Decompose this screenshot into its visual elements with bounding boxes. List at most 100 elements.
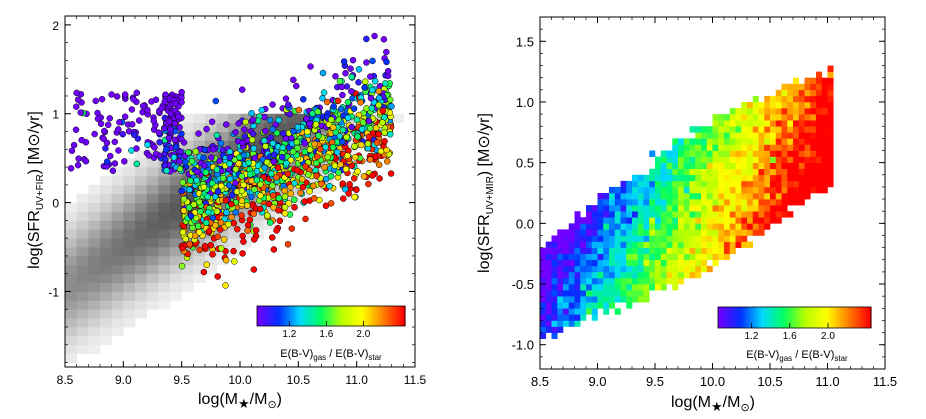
right-colorbar-segment: [761, 307, 765, 328]
left-scatter-point: [249, 116, 257, 124]
right-heatmap-cell: [614, 193, 621, 200]
left-scatter-point: [365, 117, 373, 125]
left-scatter-point: [269, 140, 277, 147]
right-heatmap-cell: [781, 211, 788, 218]
right-heatmap-cell: [775, 150, 782, 157]
left-colorbar-segment: [375, 306, 379, 326]
left-y-axis-label: log(SFRUV+FIR) [M⊙/yr]: [26, 111, 46, 269]
left-scatter-point: [363, 35, 370, 43]
left-density-cell: [216, 255, 229, 266]
left-scatter-point: [289, 148, 297, 155]
right-heatmap-cell: [568, 271, 575, 279]
left-density-cell: [111, 238, 124, 248]
right-heatmap-cell: [775, 156, 782, 163]
right-heatmap-cell: [557, 314, 564, 321]
left-density-cell: [205, 255, 218, 266]
right-heatmap-cell: [586, 235, 593, 242]
right-heatmap-cell: [758, 193, 765, 200]
right-heatmap-cell: [551, 302, 558, 309]
right-heatmap-cell: [614, 296, 621, 303]
right-heatmap-cell: [563, 271, 570, 279]
right-heatmap-cell: [603, 296, 610, 303]
left-scatter-point: [324, 153, 332, 161]
right-heatmap-cell: [764, 132, 771, 139]
right-heatmap-cell: [632, 199, 639, 206]
right-heatmap-cell: [804, 186, 811, 194]
right-heatmap-cell: [586, 277, 593, 285]
right-heatmap-cell: [706, 223, 713, 230]
right-heatmap-cell: [701, 199, 708, 206]
right-heatmap-cell: [712, 144, 719, 151]
right-heatmap-cell: [655, 284, 662, 291]
right-heatmap-cell: [545, 284, 552, 291]
left-density-cell: [158, 282, 171, 292]
right-heatmap-cell: [706, 217, 713, 224]
left-density-cell: [123, 264, 136, 275]
left-scatter-point: [387, 130, 394, 138]
right-heatmap-cell: [672, 156, 679, 163]
right-heatmap-cell: [586, 308, 593, 315]
right-heatmap-cell: [695, 229, 702, 236]
right-heatmap-cell: [793, 193, 800, 200]
right-heatmap-cell: [574, 290, 581, 297]
left-scatter-point: [313, 153, 321, 160]
left-colorbar-segment: [397, 306, 401, 326]
right-heatmap-cell: [810, 162, 817, 170]
left-density-cell: [205, 113, 218, 124]
right-heatmap-cell: [712, 132, 719, 139]
left-scatter-point: [196, 198, 203, 206]
right-heatmap-cell: [574, 296, 581, 303]
right-heatmap-cell: [764, 108, 771, 115]
left-scatter-point: [383, 146, 390, 154]
left-colorbar-segment: [390, 306, 394, 326]
left-density-cell: [100, 229, 113, 239]
right-heatmap-cell: [758, 101, 765, 109]
left-scatter-point: [336, 77, 344, 85]
right-heatmap-cell: [678, 229, 685, 236]
right-heatmap-cell: [787, 114, 794, 121]
right-heatmap-cell: [649, 217, 656, 224]
right-heatmap-cell: [603, 247, 610, 254]
right-heatmap-cell: [540, 277, 547, 285]
left-colorbar-segment: [266, 306, 270, 326]
left-density-cell: [65, 335, 78, 346]
left-density-cell: [135, 247, 148, 257]
right-heatmap-cell: [591, 223, 598, 230]
right-heatmap-cell: [724, 174, 731, 182]
right-heatmap-cell: [626, 235, 633, 242]
right-colorbar-segment: [766, 307, 770, 328]
right-heatmap-cell: [821, 156, 828, 163]
right-heatmap-cell: [660, 211, 667, 218]
left-density-cell: [170, 184, 183, 195]
left-density-cell: [135, 149, 148, 159]
right-heatmap-cell: [643, 241, 650, 248]
right-heatmap-cell: [574, 235, 581, 242]
right-heatmap-cell: [758, 223, 765, 230]
left-scatter-point: [145, 152, 153, 159]
right-heatmap-cell: [706, 168, 713, 176]
left-scatter-point: [373, 139, 381, 146]
right-heatmap-cell: [672, 271, 679, 279]
right-heatmap-cell: [609, 296, 616, 303]
right-heatmap-cell: [678, 241, 685, 248]
left-scatter-point: [244, 221, 252, 229]
right-heatmap-cell: [758, 162, 765, 170]
right-heatmap-cell: [649, 199, 656, 206]
right-heatmap-cell: [741, 241, 748, 248]
left-scatter-point: [383, 58, 390, 66]
left-scatter-point: [339, 180, 346, 187]
right-colorbar-segment: [804, 307, 808, 328]
left-scatter-point: [250, 236, 258, 243]
left-scatter-point: [324, 98, 331, 106]
left-scatter-point: [204, 193, 211, 201]
left-density-cell: [170, 193, 183, 204]
right-heatmap-cell: [545, 253, 552, 261]
left-scatter-point: [273, 129, 281, 137]
right-heatmap-cell: [603, 199, 610, 206]
right-heatmap-cell: [747, 217, 754, 224]
right-heatmap-cell: [551, 259, 558, 267]
right-heatmap-cell: [614, 308, 621, 315]
left-density-cell: [275, 122, 288, 132]
right-heatmap-cell: [810, 89, 817, 97]
left-scatter-point: [267, 170, 275, 178]
